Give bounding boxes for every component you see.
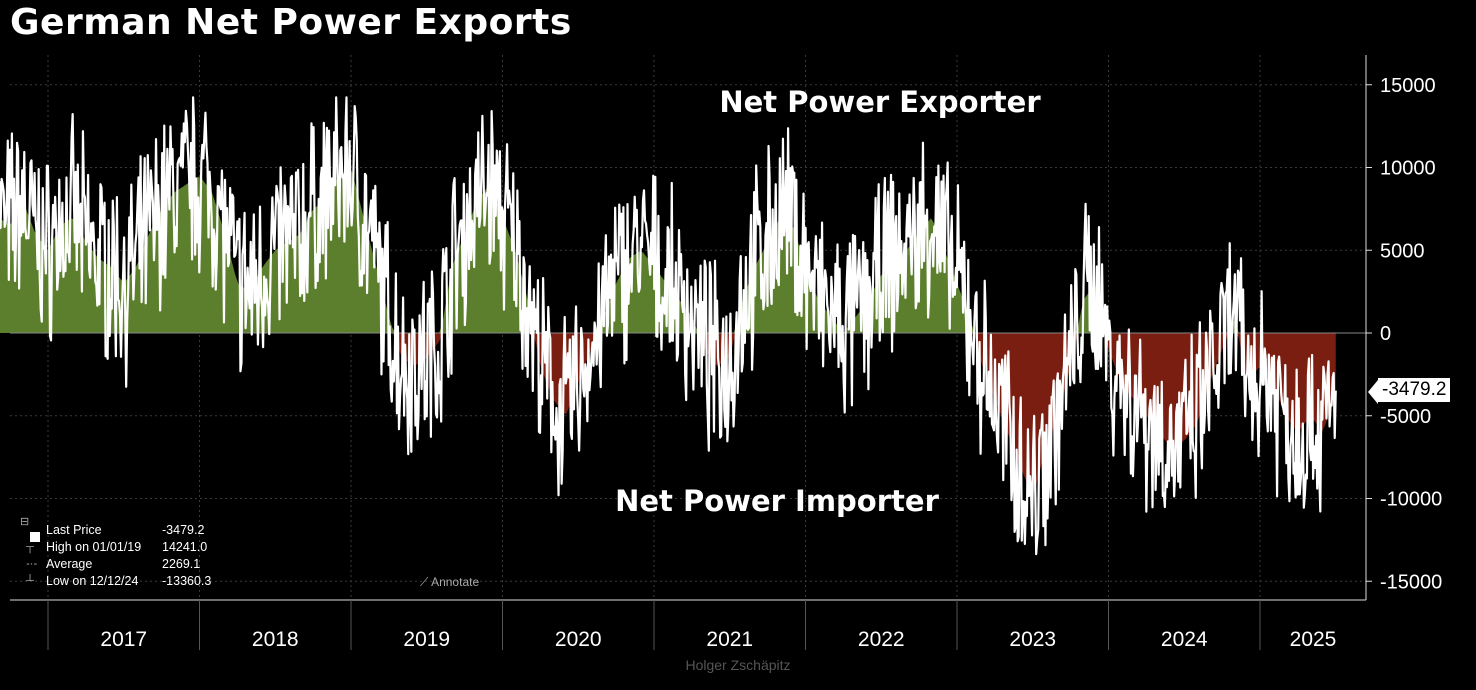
annotate-button[interactable]: ⟋ Annotate: [420, 575, 479, 590]
average-marker-icon: -·-: [20, 558, 38, 570]
legend-low-value: -13360.3: [162, 574, 212, 588]
x-tick-label: 2025: [1290, 628, 1337, 651]
legend-row-last: ⊟ Last Price -3479.2: [20, 516, 232, 542]
legend-row-high: ┬ High on 01/01/19 14241.0: [20, 539, 232, 556]
y-tick-label: 10000: [1380, 158, 1436, 180]
y-tick-label: 15000: [1380, 75, 1436, 97]
collapse-icon[interactable]: ⊟: [20, 514, 46, 548]
legend-last-value: -3479.2: [162, 523, 205, 537]
legend-row-average: -·- Average 2269.1: [20, 556, 232, 573]
x-tick-label: 2020: [555, 628, 602, 651]
annotation-exporter: Net Power Exporter: [719, 85, 1041, 119]
series-line: [0, 96, 1337, 556]
x-tick-label: 2022: [858, 628, 905, 651]
legend-row-low: ┴ Low on 12/12/24 -13360.3: [20, 573, 232, 590]
legend-low-label: Low on 12/12/24: [46, 574, 139, 588]
chart-title: German Net Power Exports: [10, 2, 572, 43]
x-tick-label: 2021: [706, 628, 753, 651]
x-tick-label: 2023: [1009, 628, 1056, 651]
annotation-importer: Net Power Importer: [615, 484, 939, 518]
low-marker-icon: ┴: [20, 575, 34, 587]
legend-high-value: 14241.0: [162, 540, 208, 554]
high-marker-icon: ┬: [20, 541, 34, 553]
x-tick-label: 2018: [252, 628, 299, 651]
y-tick-label: 5000: [1380, 240, 1425, 262]
y-tick-label: 0: [1380, 323, 1391, 345]
annotate-label: Annotate: [431, 575, 480, 589]
last-value-tag: -3479.2: [1378, 378, 1451, 402]
x-tick-label: 2017: [100, 628, 147, 651]
legend: ⊟ Last Price -3479.2 ┬ High on 01/01/19 …: [20, 516, 232, 590]
legend-last-label: Last Price: [46, 523, 102, 537]
legend-average-label: Average: [46, 557, 93, 571]
y-tick-label: -10000: [1380, 489, 1442, 511]
last-value-pointer: [1368, 380, 1378, 404]
legend-average-value: 2269.1: [162, 557, 201, 571]
legend-high-label: High on 01/01/19: [46, 540, 142, 554]
x-tick-label: 2019: [403, 628, 450, 651]
y-tick-label: -15000: [1380, 571, 1442, 593]
y-tick-label: -5000: [1380, 406, 1431, 428]
credit: Holger Zschäpitz: [685, 657, 791, 673]
pencil-icon: ⟋: [420, 575, 429, 589]
x-tick-label: 2024: [1161, 628, 1208, 651]
